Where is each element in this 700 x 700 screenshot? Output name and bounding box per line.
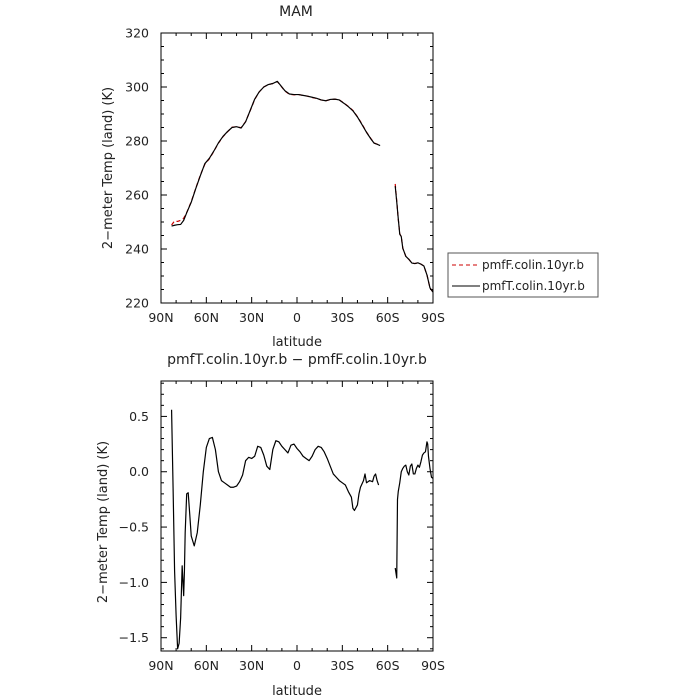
- x-tick-label: 90N: [148, 310, 173, 325]
- bottom-chart-title: pmfT.colin.10yr.b − pmfF.colin.10yr.b: [167, 352, 427, 368]
- x-tick-label: 0: [293, 310, 301, 325]
- series-line: [171, 80, 381, 226]
- x-tick-label: 90S: [421, 310, 445, 325]
- legend-label-pmfT: pmfT.colin.10yr.b: [482, 279, 585, 293]
- y-tick-label: 280: [125, 134, 149, 149]
- top-tick-marks: [160, 32, 434, 304]
- series-line: [394, 186, 434, 293]
- x-tick-label: 60N: [194, 658, 219, 673]
- top-series-lines: [171, 80, 434, 293]
- x-tick-label: 60S: [376, 310, 400, 325]
- x-tick-label: 30S: [330, 658, 354, 673]
- x-tick-label: 90S: [421, 658, 445, 673]
- x-tick-label: 0: [293, 658, 301, 673]
- y-tick-label: 0.5: [129, 409, 149, 424]
- top-x-tick-labels: 90N 60N 30N 0 30S 60S 90S: [148, 310, 445, 325]
- y-tick-label: −1.0: [119, 575, 149, 590]
- temperature-panel: MAM 90N 60N 30N 0 30S 60S 90S 220 240 260 280 300 3…: [101, 4, 445, 350]
- series-line: [394, 441, 434, 579]
- top-chart-title: MAM: [279, 4, 313, 20]
- series-line: [171, 80, 381, 227]
- bottom-y-axis-label: 2−meter Temp (land) (K): [96, 441, 111, 603]
- series-line: [170, 409, 380, 650]
- bottom-y-tick-labels: −1.5 −1.0 −0.5 0.0 0.5: [119, 409, 149, 645]
- y-tick-label: 220: [125, 296, 149, 311]
- difference-panel: pmfT.colin.10yr.b − pmfF.colin.10yr.b 90…: [96, 352, 445, 699]
- bottom-x-axis-label: latitude: [272, 684, 322, 699]
- y-tick-label: −1.5: [119, 630, 149, 645]
- y-tick-label: 320: [125, 26, 149, 41]
- bottom-x-tick-labels: 90N 60N 30N 0 30S 60S 90S: [148, 658, 445, 673]
- y-tick-label: 0.0: [129, 464, 149, 479]
- x-tick-label: 30S: [330, 310, 354, 325]
- y-tick-label: 300: [125, 80, 149, 95]
- x-tick-label: 60S: [376, 658, 400, 673]
- legend: pmfF.colin.10yr.b pmfT.colin.10yr.b: [447, 252, 599, 298]
- legend-label-pmfF: pmfF.colin.10yr.b: [482, 258, 584, 272]
- x-tick-label: 60N: [194, 310, 219, 325]
- y-tick-label: 240: [125, 242, 149, 257]
- x-tick-label: 30N: [239, 658, 264, 673]
- top-x-axis-label: latitude: [272, 335, 322, 350]
- top-y-tick-labels: 220 240 260 280 300 320: [125, 26, 149, 311]
- x-tick-label: 30N: [239, 310, 264, 325]
- top-y-axis-label: 2−meter Temp (land) (K): [101, 87, 116, 249]
- top-plot-frame: [160, 32, 434, 304]
- y-tick-label: 260: [125, 188, 149, 203]
- bottom-plot-frame: [160, 380, 434, 652]
- bottom-series-lines: [170, 409, 434, 650]
- x-tick-label: 90N: [148, 658, 173, 673]
- legend-box: [447, 252, 599, 298]
- y-tick-label: −0.5: [119, 520, 149, 535]
- bottom-tick-marks: [160, 381, 434, 651]
